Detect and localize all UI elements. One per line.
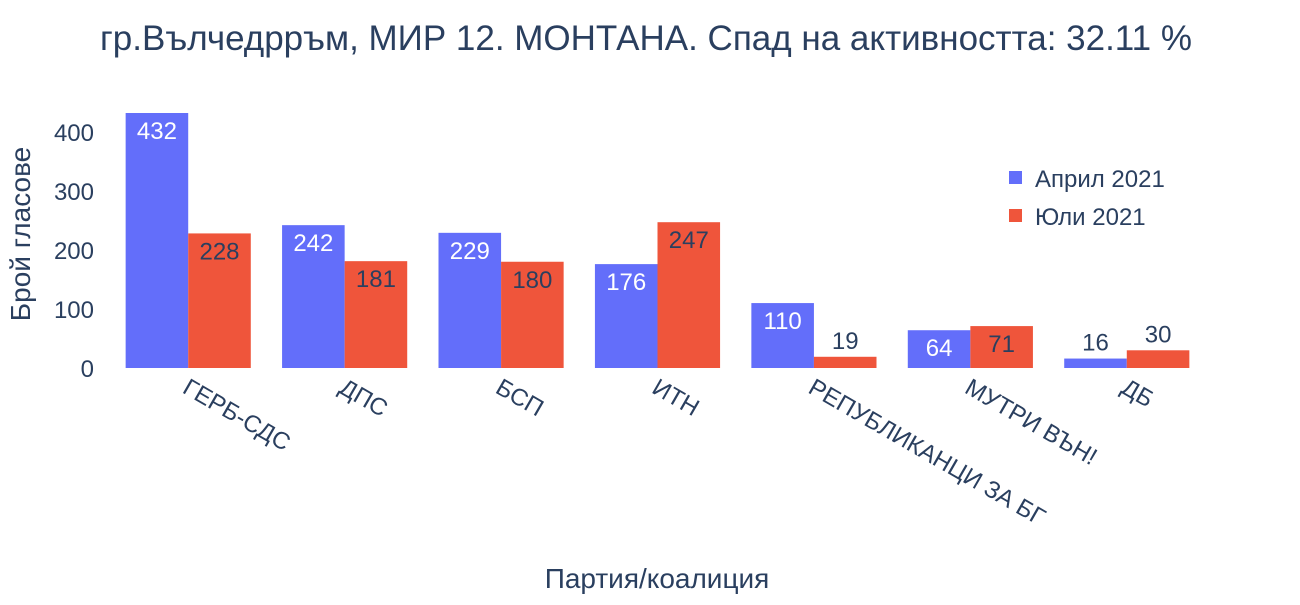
bar-value-label: 432 [137, 118, 177, 145]
y-tick-label: 300 [54, 179, 94, 206]
legend-label: Април 2021 [1035, 166, 1165, 193]
bar-july-7[interactable] [1126, 350, 1190, 368]
y-tick-label: 400 [54, 120, 94, 147]
x-tick-label: ДПС [335, 374, 393, 423]
y-axis-title: Брой гласове [5, 147, 36, 321]
bar-value-label: 228 [199, 238, 239, 265]
legend[interactable]: Април 2021 Юли 2021 [1009, 166, 1165, 231]
bar-april-1[interactable] [125, 113, 189, 368]
legend-swatch [1009, 171, 1022, 184]
x-tick-label: ДБ [1117, 374, 1158, 413]
legend-item[interactable]: Юли 2021 [1009, 204, 1146, 231]
legend-swatch [1009, 209, 1022, 222]
bar-value-label: 71 [988, 331, 1015, 358]
bar-july-3[interactable] [501, 261, 564, 368]
bar-july-2[interactable] [344, 261, 408, 368]
x-tick-label: БСП [491, 374, 548, 422]
bar-value-label: 176 [606, 269, 646, 296]
y-tick-label: 0 [81, 356, 94, 383]
x-tick-label: ИТН [648, 374, 704, 422]
bar-value-label: 242 [293, 230, 333, 257]
bar-value-label: 30 [1145, 321, 1172, 348]
bar-value-label: 247 [669, 227, 709, 254]
bar-value-label: 180 [512, 267, 552, 294]
bar-july-5[interactable] [813, 356, 877, 368]
bar-april-2[interactable] [282, 225, 345, 368]
bar-april-4[interactable] [594, 264, 658, 368]
bar-april-5[interactable] [751, 303, 814, 368]
legend-label: Юли 2021 [1035, 204, 1146, 231]
x-tick-label: ГЕРБ-СДС [178, 374, 295, 457]
bar-value-label: 64 [926, 335, 953, 362]
legend-item[interactable]: Април 2021 [1009, 166, 1165, 193]
bar-april-3[interactable] [438, 232, 502, 368]
bar-july-6[interactable] [970, 326, 1033, 368]
bar-value-label: 110 [764, 308, 802, 335]
bar-april-7[interactable] [1064, 358, 1127, 368]
bar-july-1[interactable] [188, 233, 251, 368]
x-axis: ГЕРБ-СДС ДПС БСП ИТН РЕПУБЛИКАНЦИ ЗА БГМУТРИ… [178, 374, 1158, 531]
bar-value-label: 16 [1082, 330, 1109, 357]
bar-april-6[interactable] [907, 330, 971, 368]
x-tick-label: МУТРИ ВЪН! [960, 374, 1101, 471]
bar-value-label: 229 [450, 238, 490, 265]
bar-july-4[interactable] [657, 222, 721, 368]
bar-value-label: 181 [356, 266, 396, 293]
bars: 432 242 229 176 110 64 16 228 181 180 247 19 71 30 [125, 113, 1190, 368]
y-axis: 0 100 200 300 400 [54, 120, 94, 383]
bar-value-label: 19 [832, 328, 859, 355]
y-tick-label: 100 [54, 297, 94, 324]
chart-title: гр.Вълчедрръм, МИР 12. МОНТАНА. Спад на … [100, 19, 1192, 58]
y-tick-label: 200 [54, 238, 94, 265]
x-axis-title: Партия/коалиция [545, 563, 770, 594]
